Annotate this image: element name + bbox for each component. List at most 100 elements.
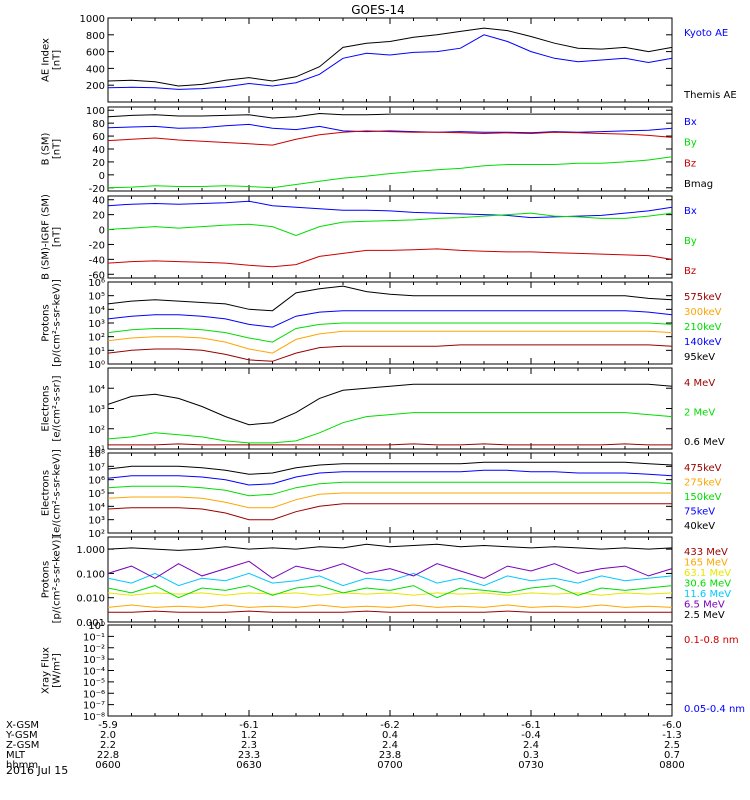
legend-entry: 210keV: [684, 322, 722, 333]
y-tick-label: 600: [86, 48, 105, 59]
y-tick-label: 10⁻⁶: [83, 689, 105, 700]
y-tick-label: 10⁰: [88, 621, 105, 632]
series-line-4-mev: [108, 443, 672, 446]
y-tick-label: 40: [92, 145, 105, 156]
panel-5: 10¹ 10² 10³ 10⁴ Electrons [e/(cm²-s-sr)] 4 MeV…: [41, 367, 725, 456]
y-tick-label: 10⁵: [88, 489, 105, 500]
y-tick-label: 1000: [80, 14, 105, 25]
legend-entry: 575keV: [684, 292, 722, 303]
series-line-63-1-mev: [107, 592, 673, 596]
orbit-value: -6.2: [380, 720, 400, 731]
legend-entry: 63.1 MeV: [684, 568, 731, 579]
date-label: 2016 Jul 15: [6, 764, 68, 777]
y-tick-label: 10⁰: [88, 360, 105, 371]
legend-entry: By: [684, 138, 697, 149]
legend-entry: 40keV: [684, 521, 715, 532]
y-tick-label: 100: [86, 106, 105, 117]
orbit-value: 2.3: [241, 740, 257, 751]
legend-entry: 75keV: [684, 507, 715, 518]
orbit-value: 0700: [377, 760, 402, 771]
orbit-row-label: hhmm: [6, 760, 38, 771]
y-tick-label: 800: [86, 31, 105, 42]
legend-entry: 6.5 MeV: [684, 600, 725, 611]
panel-3: -60 -40 -20 0 20 40 B (SM)-IGRF (SM) [nT] Bx By Bz: [41, 194, 697, 281]
series-line-165-mev: [107, 604, 673, 608]
y-tick-label: 10²: [88, 425, 105, 436]
series-line-140kev: [107, 310, 673, 328]
legend-entry: 95keV: [684, 352, 715, 363]
legend-entry: 2.5 MeV: [684, 610, 725, 621]
series-line-bx: [107, 123, 673, 134]
y-tick-label: 20: [92, 211, 105, 222]
orbit-value: 0.3: [523, 750, 539, 761]
y-tick-label: 10⁶: [88, 476, 105, 487]
series-line-40kev: [107, 461, 673, 475]
y-axis-label: [p/(cm²-s-sr-keV)]: [52, 279, 63, 367]
y-tick-label: 40: [92, 196, 105, 207]
series-line-themis-ae: [107, 27, 673, 87]
y-axis-label: Protons: [41, 304, 52, 341]
series-line-kyoto-ae: [107, 34, 673, 90]
y-axis-label: [W/m²]: [52, 653, 63, 688]
y-tick-label: 10³: [88, 319, 105, 330]
y-tick-label: -20: [89, 240, 105, 251]
orbit-value: 0730: [518, 760, 543, 771]
series-line-300kev: [107, 330, 673, 354]
y-tick-label: 10⁻²: [83, 644, 105, 655]
y-tick-label: 10⁸: [88, 449, 105, 460]
legend-entry: 11.6 MeV: [684, 589, 731, 600]
panel-frame: [107, 624, 673, 717]
y-tick-label: 0.001: [76, 618, 105, 629]
panel-4: 10⁰ 10¹ 10² 10³ 10⁴ 10⁵ 10⁶ Protons [p/(cm²-s-sr…: [41, 278, 722, 371]
series-line-210kev: [107, 322, 673, 343]
orbit-value: -6.1: [521, 720, 541, 731]
y-tick-label: 10⁴: [88, 502, 105, 513]
orbit-row-label: Y-GSM: [5, 730, 38, 741]
plot-title: GOES-14: [351, 3, 405, 17]
series-line-433-mev: [108, 610, 672, 613]
orbit-value: -6.1: [239, 720, 259, 731]
y-tick-label: 10⁻¹: [83, 632, 105, 643]
y-tick-label: 10³: [88, 516, 105, 527]
y-tick-label: 10⁴: [88, 384, 105, 395]
y-tick-label: -40: [89, 255, 105, 266]
y-axis-label: Xray Flux: [41, 647, 52, 694]
y-tick-label: 10⁴: [88, 305, 105, 316]
legend-entry: Bz: [684, 266, 696, 277]
orbit-value: 0.7: [664, 750, 680, 761]
y-axis-label: [nT]: [52, 139, 63, 159]
legend-entry: Themis AE: [683, 90, 737, 101]
orbit-value: 0800: [659, 760, 684, 771]
series-line-6-5-mev: [107, 560, 673, 579]
legend-entry: By: [684, 236, 697, 247]
y-axis-label: AE Index: [41, 38, 52, 82]
y-tick-label: 0: [99, 171, 105, 182]
y-tick-label: 10⁻³: [83, 655, 105, 666]
panel-2: -20 0 20 40 60 80 100 B (SM) [nT] Bx By Bz Bmag: [41, 106, 714, 195]
y-axis-label: [p/(cm²-s-sr-keV)]: [52, 536, 63, 624]
y-tick-label: 10⁵: [88, 292, 105, 303]
y-axis-label: Electrons: [41, 385, 52, 431]
legend-entry: 0.05-0.4 nm: [684, 704, 745, 715]
orbit-value: 2.0: [100, 730, 116, 741]
orbit-value: -6.0: [662, 720, 682, 731]
orbit-value: 23.3: [238, 750, 260, 761]
panel-frame: [107, 195, 673, 279]
y-tick-label: 0: [99, 226, 105, 237]
y-tick-label: 10³: [88, 405, 105, 416]
panel-7: 0.001 0.010 0.100 1.000 Protons [p/(cm²-s-sr-…: [41, 536, 732, 629]
y-tick-label: 10¹: [88, 346, 105, 357]
series-line-575kev: [107, 344, 673, 362]
legend-entry: Bx: [684, 117, 697, 128]
legend-entry: Bz: [684, 158, 696, 169]
y-tick-label: -60: [89, 270, 105, 281]
legend-entry: 165 MeV: [684, 558, 728, 569]
orbit-row-label: X-GSM: [6, 720, 39, 731]
orbit-value: 22.8: [97, 750, 119, 761]
orbit-value: -0.4: [521, 730, 541, 741]
y-tick-label: 200: [86, 81, 105, 92]
